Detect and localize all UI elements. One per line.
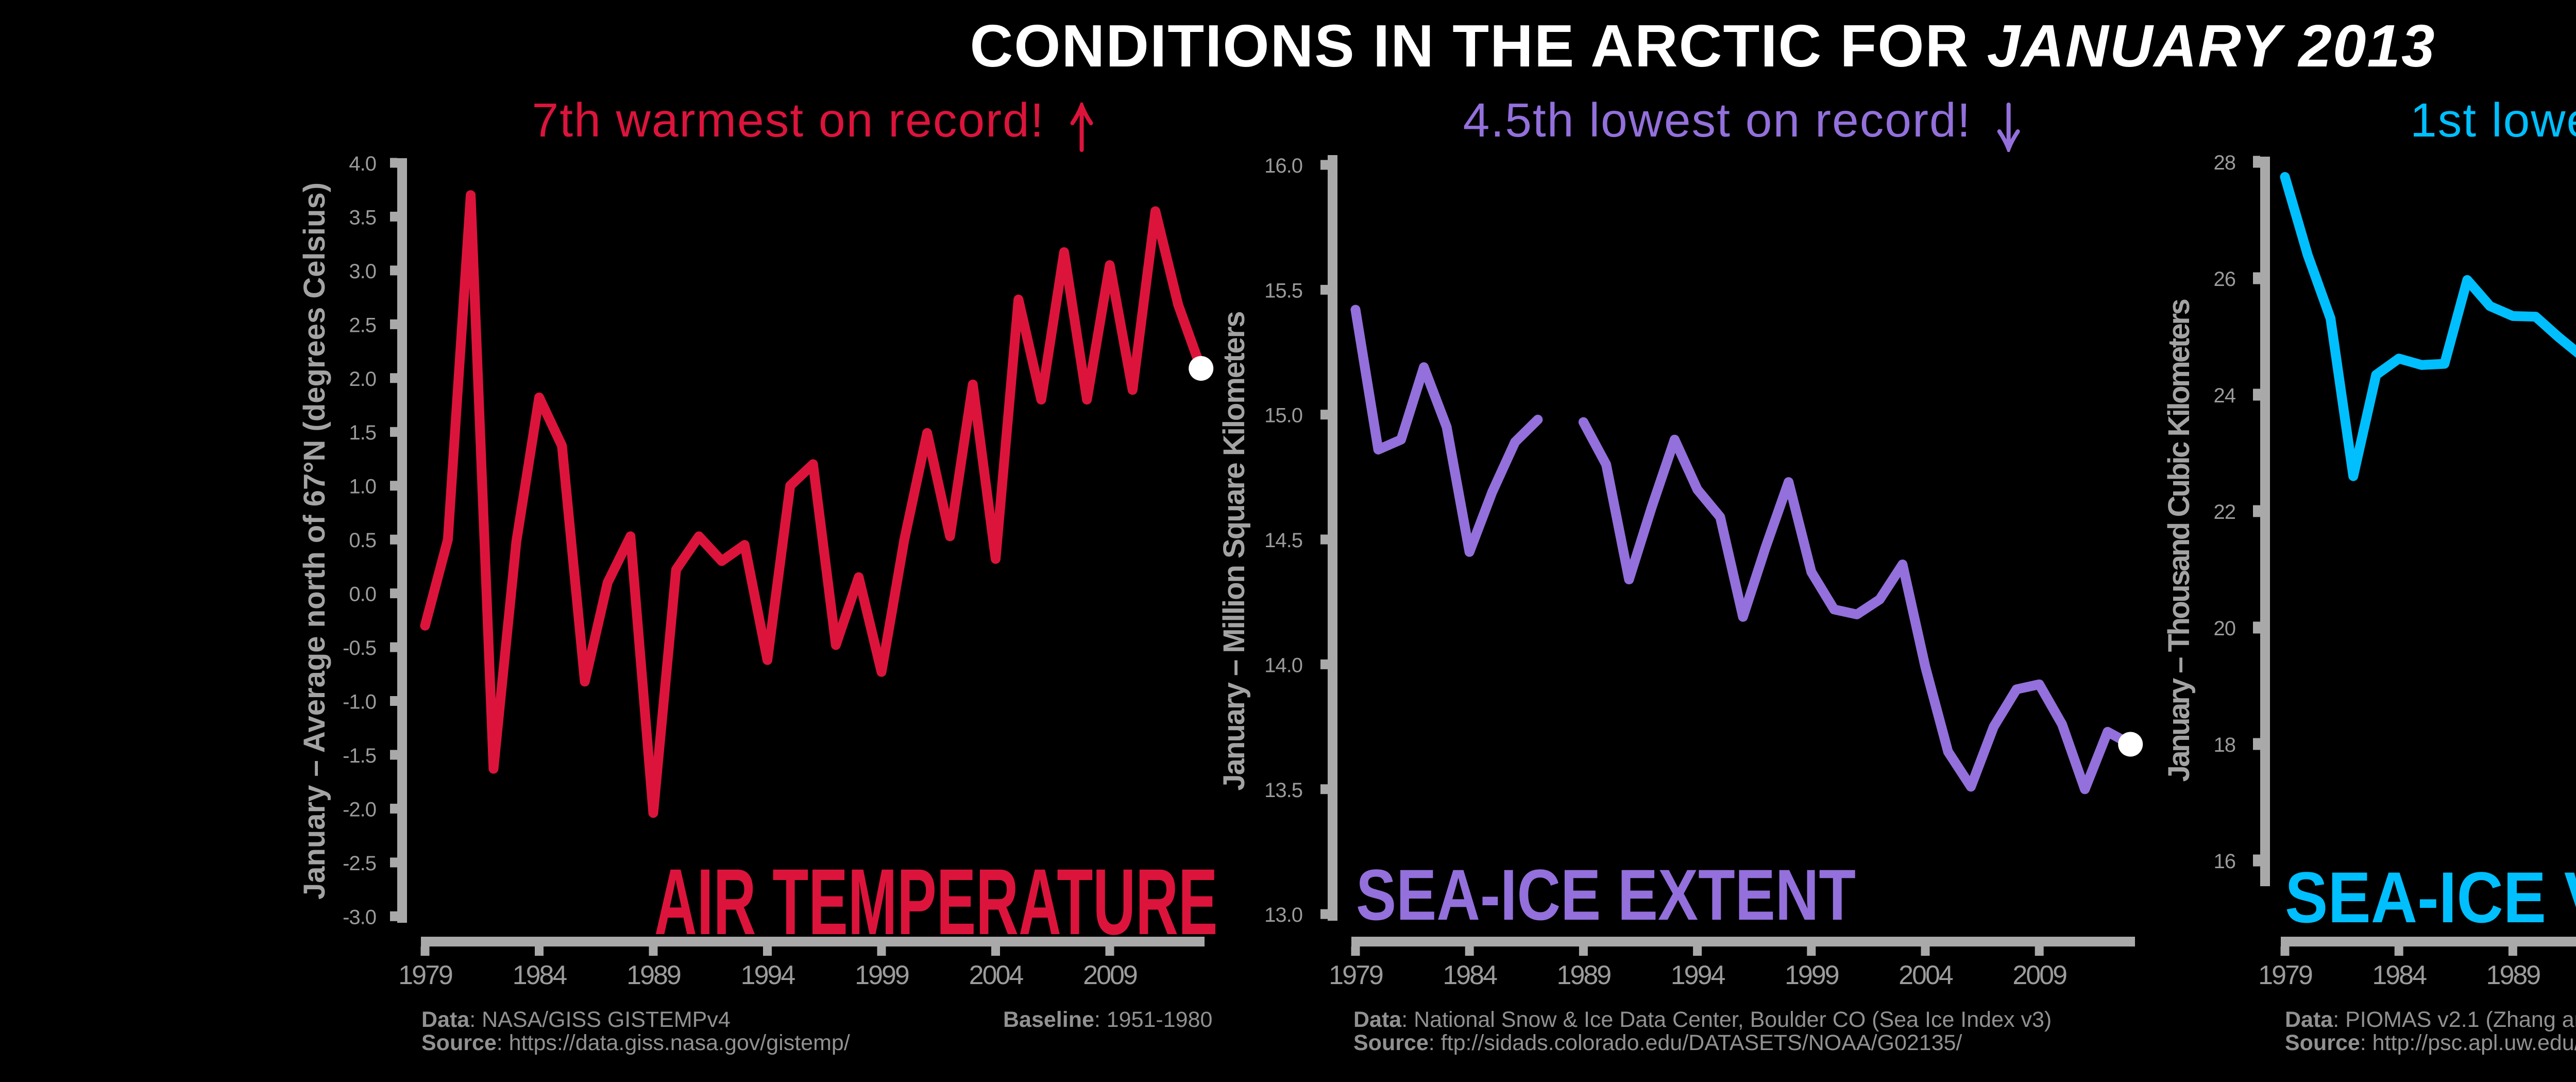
svg-text:2004: 2004	[1899, 960, 1953, 990]
svg-text:1989: 1989	[1557, 960, 1611, 990]
svg-text:2009: 2009	[2012, 960, 2066, 990]
svg-text:Baseline: 1951-1980: Baseline: 1951-1980	[1003, 1007, 1212, 1032]
svg-text:SEA-ICE VOLUME: SEA-ICE VOLUME	[2285, 857, 2576, 938]
svg-text:1984: 1984	[2372, 960, 2427, 990]
svg-text:14.0: 14.0	[1264, 654, 1302, 677]
svg-text:2009: 2009	[1083, 960, 1137, 990]
svg-text:0.5: 0.5	[349, 529, 376, 552]
svg-text:16: 16	[2214, 850, 2236, 873]
svg-text:3.5: 3.5	[349, 206, 376, 229]
svg-text:1.5: 1.5	[349, 421, 376, 444]
svg-text:Source: http://psc.apl.uw.edu/: Source: http://psc.apl.uw.edu/research/p…	[2285, 1030, 2576, 1055]
svg-text:22: 22	[2214, 501, 2236, 523]
svg-text:January – Average north of 67°: January – Average north of 67°N (degrees…	[298, 182, 331, 900]
svg-text:26: 26	[2214, 268, 2236, 291]
svg-text:16.0: 16.0	[1264, 155, 1302, 177]
svg-text:January – Million Square Kilom: January – Million Square Kilometers	[1217, 312, 1251, 790]
svg-text:Source: https://data.giss.nasa: Source: https://data.giss.nasa.gov/giste…	[421, 1030, 850, 1055]
svg-text:15.0: 15.0	[1264, 404, 1302, 427]
svg-text:1989: 1989	[2486, 960, 2540, 990]
svg-text:2.5: 2.5	[349, 314, 376, 336]
svg-text:15.5: 15.5	[1264, 279, 1302, 302]
svg-text:SEA-ICE EXTENT: SEA-ICE EXTENT	[1356, 855, 1856, 935]
svg-text:18: 18	[2214, 734, 2236, 756]
svg-text:14.5: 14.5	[1264, 529, 1302, 552]
svg-text:Data: PIOMAS v2.1 (Zhang and R: Data: PIOMAS v2.1 (Zhang and Rothrock, 2…	[2285, 1007, 2576, 1032]
svg-text:0.0: 0.0	[349, 583, 376, 606]
svg-text:Source: ftp://sidads.colorado.: Source: ftp://sidads.colorado.edu/DATASE…	[1353, 1030, 1962, 1055]
svg-text:1984: 1984	[513, 960, 567, 990]
svg-text:1999: 1999	[855, 960, 909, 990]
svg-text:20: 20	[2214, 617, 2236, 640]
svg-text:1999: 1999	[1785, 960, 1839, 990]
svg-text:1984: 1984	[1443, 960, 1497, 990]
svg-text:-0.5: -0.5	[343, 637, 376, 660]
svg-text:Data: National Snow & Ice Data: Data: National Snow & Ice Data Center, B…	[1353, 1007, 2052, 1032]
svg-text:1994: 1994	[1671, 960, 1725, 990]
svg-text:AIR TEMPERATURE: AIR TEMPERATURE	[654, 850, 1217, 954]
svg-text:2.0: 2.0	[349, 368, 376, 391]
svg-text:-3.0: -3.0	[343, 906, 376, 928]
svg-text:13.5: 13.5	[1264, 779, 1302, 802]
svg-text:1979: 1979	[398, 960, 452, 990]
svg-text:January – Thousand Cubic Kilom: January – Thousand Cubic Kilometers	[2162, 299, 2196, 782]
svg-text:-2.5: -2.5	[343, 852, 376, 875]
svg-text:1.0: 1.0	[349, 476, 376, 498]
svg-text:13.0: 13.0	[1264, 904, 1302, 926]
svg-text:-1.0: -1.0	[343, 691, 376, 714]
svg-text:28: 28	[2214, 151, 2236, 174]
svg-text:3.0: 3.0	[349, 260, 376, 283]
svg-text:1994: 1994	[741, 960, 795, 990]
svg-text:-1.5: -1.5	[343, 745, 376, 767]
svg-text:2004: 2004	[969, 960, 1024, 990]
svg-text:-2.0: -2.0	[343, 798, 376, 821]
svg-text:1979: 1979	[2258, 960, 2312, 990]
svg-text:24: 24	[2214, 384, 2236, 407]
svg-text:1989: 1989	[626, 960, 681, 990]
svg-text:1979: 1979	[1329, 960, 1383, 990]
svg-text:Data: NASA/GISS GISTEMPv4: Data: NASA/GISS GISTEMPv4	[421, 1007, 731, 1032]
svg-text:4.0: 4.0	[349, 153, 376, 175]
